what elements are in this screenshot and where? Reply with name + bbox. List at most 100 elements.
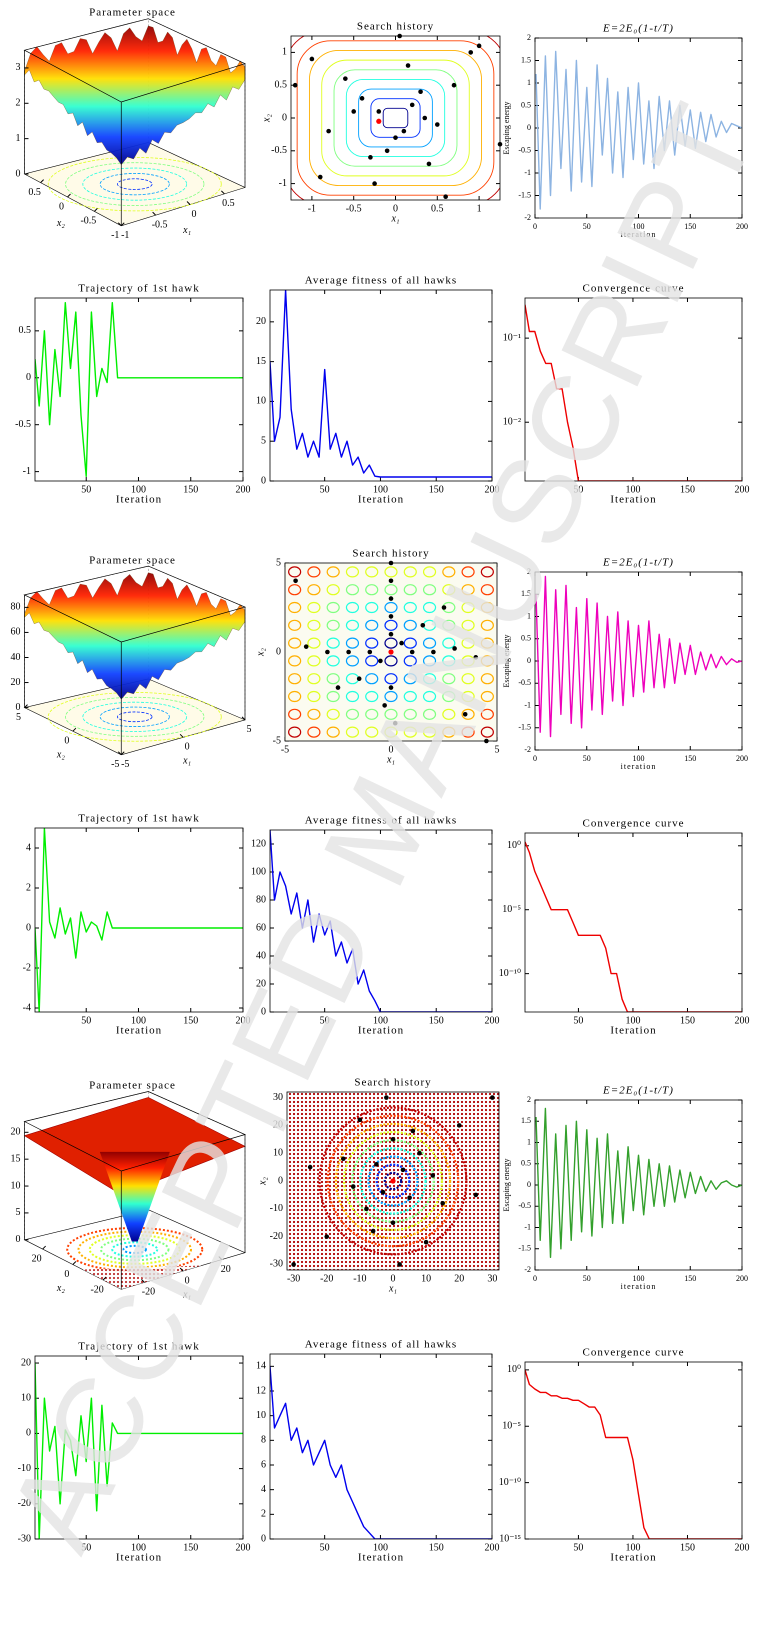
y-tick-label: 0 bbox=[278, 1175, 283, 1186]
contour-egg bbox=[480, 584, 494, 596]
contour-egg bbox=[461, 673, 475, 685]
x-tick-label: 200 bbox=[236, 1542, 251, 1553]
x-tick-label: 20 bbox=[221, 1264, 231, 1275]
x-tick-label: 5 bbox=[495, 744, 500, 755]
y-tick-label: -20 bbox=[90, 1284, 103, 1295]
search-point bbox=[346, 649, 351, 655]
search-point bbox=[462, 712, 468, 717]
contour-egg bbox=[403, 726, 417, 738]
search-point bbox=[324, 1234, 330, 1239]
chart-title: Average fitness of all hawks bbox=[305, 1339, 457, 1351]
contour-egg bbox=[345, 619, 360, 631]
contour-egg bbox=[442, 708, 456, 720]
contour-ring bbox=[296, 40, 495, 196]
contour-egg bbox=[422, 655, 437, 667]
x-tick-label: -1 bbox=[121, 230, 129, 241]
data-line bbox=[270, 1366, 492, 1539]
contour-egg bbox=[461, 690, 475, 703]
x-tick-label: 200 bbox=[736, 222, 748, 231]
x-tick-label: 50 bbox=[320, 484, 330, 495]
y-tick-label: 0.5 bbox=[28, 187, 41, 198]
contour-egg bbox=[307, 601, 321, 614]
contour-egg bbox=[384, 566, 398, 578]
y-tick-label: -1.5 bbox=[518, 723, 531, 732]
search-point bbox=[431, 649, 436, 655]
contour-ring bbox=[382, 107, 409, 129]
y-tick-label: -1 bbox=[524, 1222, 531, 1231]
x-tick-label: 100 bbox=[633, 222, 645, 231]
y-tick-label: 0 bbox=[527, 1180, 531, 1189]
y-tick-label: -20 bbox=[18, 1498, 31, 1509]
contour-egg bbox=[480, 690, 494, 703]
contour-egg bbox=[365, 584, 379, 596]
y-tick-label: 0 bbox=[59, 201, 64, 212]
z-tick-label: 20 bbox=[11, 677, 21, 688]
plot-frame bbox=[34, 1355, 244, 1540]
contour-egg bbox=[442, 690, 456, 703]
search-point bbox=[388, 578, 394, 584]
y-tick-label: -1.5 bbox=[518, 1244, 531, 1253]
data-line bbox=[270, 830, 492, 1012]
x-tick bbox=[218, 1256, 223, 1260]
contour-ring bbox=[375, 1163, 411, 1199]
x-tick-label: 0 bbox=[533, 1274, 537, 1283]
x-tick-label: 200 bbox=[735, 1015, 750, 1026]
contour-egg bbox=[307, 708, 321, 720]
y-tick-label: 5 bbox=[261, 436, 266, 447]
y-tick-label: 1.5 bbox=[521, 1116, 531, 1125]
y-tick bbox=[120, 222, 125, 227]
x-tick-label: 150 bbox=[680, 1542, 695, 1553]
contour-egg bbox=[384, 655, 398, 667]
contour-egg bbox=[326, 708, 340, 720]
y-tick-label: 10 bbox=[273, 1147, 283, 1158]
y-tick-label: 40 bbox=[256, 950, 266, 961]
data-line bbox=[525, 841, 742, 1012]
x-tick-label: 50 bbox=[573, 1542, 583, 1553]
x-tick-label: -10 bbox=[353, 1273, 366, 1284]
y-tick-label: -0.5 bbox=[518, 678, 531, 687]
contour-egg bbox=[365, 690, 379, 703]
contour-egg bbox=[307, 726, 321, 738]
search-point bbox=[452, 646, 457, 651]
y-tick-label: -30 bbox=[18, 1533, 31, 1544]
floor-contour bbox=[100, 1237, 170, 1262]
y-tick-label: 2 bbox=[26, 882, 31, 893]
data-line bbox=[525, 1369, 742, 1539]
chart-title: E=2E₀(1-t/T) bbox=[602, 1085, 674, 1097]
contour-ring bbox=[359, 1147, 427, 1215]
x-tick-label: 0 bbox=[185, 1275, 190, 1286]
contour-egg bbox=[307, 655, 321, 667]
x-axis-label: x₁ bbox=[386, 754, 395, 765]
contour-egg bbox=[365, 637, 379, 649]
search-point bbox=[341, 1156, 346, 1162]
best-point bbox=[390, 1178, 396, 1184]
floor-contour bbox=[117, 178, 153, 190]
search-point bbox=[473, 655, 479, 660]
chart-title: E=2E₀(1-t/T) bbox=[602, 557, 674, 569]
search-point bbox=[388, 685, 394, 690]
chart-title: E=2E₀(1-t/T) bbox=[602, 23, 674, 35]
x-tick-label: 100 bbox=[131, 1542, 146, 1553]
contour-egg bbox=[442, 619, 456, 631]
y-tick-label: -10 bbox=[18, 1463, 31, 1474]
y-tick-label: 0 bbox=[261, 475, 266, 486]
plot-frame bbox=[34, 827, 244, 1013]
y-tick-label: 10⁻⁵ bbox=[502, 1421, 521, 1432]
x-tick-label: 150 bbox=[684, 222, 696, 231]
contour-egg bbox=[403, 708, 417, 720]
chart-title: Search history bbox=[357, 21, 434, 33]
y-tick bbox=[42, 1245, 46, 1250]
x-tick-label: 50 bbox=[583, 754, 591, 763]
data-line bbox=[535, 575, 742, 738]
z-tick-label: 15 bbox=[11, 1153, 21, 1164]
y-tick-label: 0.5 bbox=[275, 79, 288, 90]
y-tick-label: 30 bbox=[273, 1092, 283, 1103]
chart-title: Average fitness of all hawks bbox=[305, 275, 457, 287]
y-tick-label: -0.5 bbox=[518, 1201, 531, 1210]
y-tick-label: -1 bbox=[23, 466, 31, 477]
x-tick-label: 200 bbox=[735, 484, 750, 495]
y-tick-label: 20 bbox=[256, 316, 266, 327]
x-tick-label: -1 bbox=[308, 203, 316, 214]
y-tick-label: 20 bbox=[273, 1120, 283, 1131]
contour-ring bbox=[358, 88, 433, 148]
